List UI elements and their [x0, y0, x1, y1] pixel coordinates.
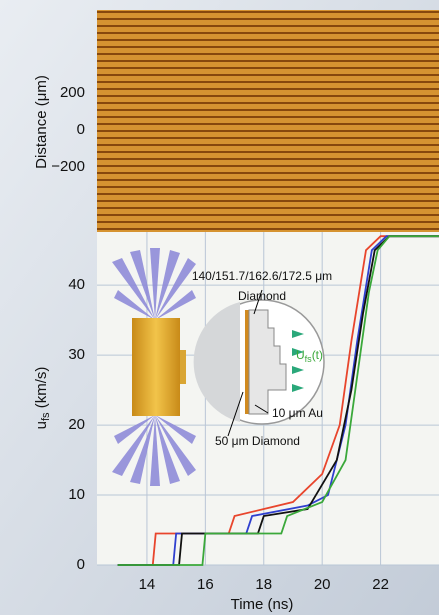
y-tick-label: 10: [68, 486, 85, 503]
streak-image: [97, 10, 439, 232]
series-line: [117, 235, 439, 566]
streak-tick-label: 0: [77, 121, 85, 138]
y-axis-label: (km/s): [33, 367, 50, 413]
x-tick-label: 18: [255, 576, 272, 593]
streak-shade: [97, 10, 439, 232]
annotation: 140/151.7/162.6/172.5 μm: [192, 269, 332, 283]
series-line: [117, 235, 439, 566]
streak-axis-label: Distance (μm): [33, 75, 50, 169]
y-tick-label: 40: [68, 276, 85, 293]
x-tick-label: 16: [197, 576, 214, 593]
inset-diagram: [112, 248, 325, 486]
x-tick-label: 20: [314, 576, 331, 593]
y-tick-label: 0: [77, 556, 85, 573]
annotation: 10 μm Au: [272, 406, 323, 420]
annotation: (t): [312, 348, 323, 362]
x-axis-label: Time (ns): [231, 596, 294, 613]
x-tick-label: 22: [372, 576, 389, 593]
y-axis-label: ufs (km/s): [33, 367, 52, 430]
annotation: fs: [305, 354, 313, 364]
annotation: Ufs(t): [296, 348, 323, 364]
y-axis-label: fs: [40, 412, 52, 421]
streak-tick-label: −200: [51, 158, 85, 175]
annotation: 50 μm Diamond: [215, 434, 300, 448]
annotation: U: [296, 348, 305, 362]
streak-tick-label: 200: [60, 84, 85, 101]
series-line: [117, 235, 439, 566]
series-line: [117, 235, 439, 566]
y-tick-label: 20: [68, 416, 85, 433]
y-tick-label: 30: [68, 346, 85, 363]
y-axis-label: u: [33, 421, 50, 429]
x-tick-label: 14: [139, 576, 156, 593]
annotation: Diamond: [238, 289, 286, 303]
